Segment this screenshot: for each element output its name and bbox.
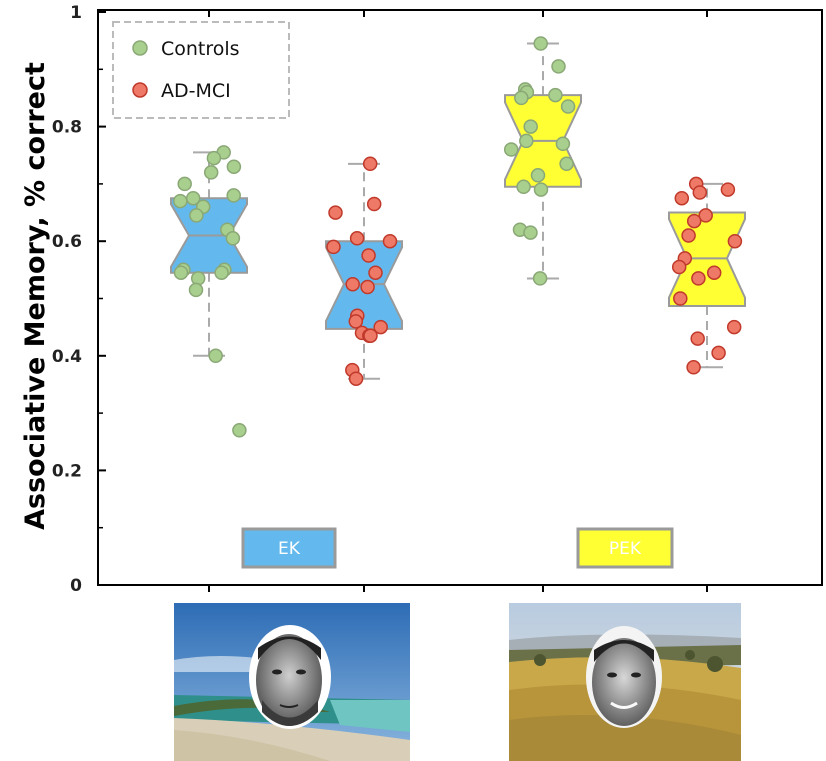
bottom-ticks [208,585,708,592]
legend-marker-ad-mci [132,82,148,98]
data-point-ad-mci [373,319,388,335]
legend-marker-controls [132,40,148,56]
data-point-ad-mci [673,291,688,306]
data-point-controls [173,265,189,280]
data-point-controls [523,225,538,240]
data-point-controls [173,193,188,209]
data-point-ad-mci [726,319,742,335]
data-point-controls [206,150,222,166]
condition-label-pek: PEK [609,539,642,559]
data-point-controls [232,423,247,438]
data-point-ad-mci [366,196,382,212]
data-point-controls [226,188,241,203]
stimulus-image-beach [174,603,410,761]
data-point-ad-mci [382,233,398,249]
data-point-ad-mci [362,156,378,172]
y-tick-label: 0.4 [52,347,82,367]
condition-badge-pek: PEK [576,527,674,569]
data-point-ad-mci [349,231,365,246]
y-axis-label: Associative Memory, % correct [20,62,51,530]
legend: Controls AD-MCI [112,21,290,119]
data-point-controls [532,271,548,286]
y-tick-label: 0.2 [52,461,82,481]
data-point-ad-mci [368,265,383,280]
data-point-ad-mci [686,360,701,375]
data-point-controls [523,119,538,134]
data-point-ad-mci [345,276,360,292]
data-point-ad-mci [363,328,378,343]
data-point-controls [190,271,206,286]
y-axis-ticks: 0 0.2 0.4 0.6 0.8 1 [52,3,106,596]
data-point-controls [177,176,192,192]
data-point-ad-mci [348,314,364,329]
data-point-ad-mci [360,279,375,295]
data-point-ad-mci [326,239,341,255]
box-plot-ek-ad-mci [325,162,403,380]
legend-label-controls: Controls [161,38,240,60]
data-point-ad-mci [348,371,364,386]
data-point-controls [208,348,223,364]
data-point-controls [533,36,548,51]
data-points [173,36,743,438]
data-point-ad-mci [698,208,713,223]
data-point-ad-mci [686,213,702,229]
stimulus-image-grassland [509,603,741,761]
data-point-ad-mci [691,271,706,286]
top-ticks [208,10,708,17]
data-point-controls [559,156,574,172]
y-tick-label: 0.6 [52,232,82,252]
plot-frame [97,9,823,586]
data-point-ad-mci [692,185,708,200]
data-point-controls [533,182,549,197]
data-point-ad-mci [706,265,722,280]
data-point-controls [551,59,566,74]
data-point-ad-mci [681,228,696,243]
data-point-ad-mci [674,190,690,206]
data-point-ad-mci [690,331,705,346]
data-point-controls [189,208,204,223]
data-point-ad-mci [720,182,736,197]
condition-badge-ek: EK [241,527,337,569]
condition-label-ek: EK [278,539,301,559]
data-point-controls [530,168,546,183]
data-point-ad-mci [328,205,343,220]
data-point-controls [203,165,219,180]
data-point-controls [560,99,576,114]
data-point-controls [555,136,571,152]
data-point-controls [516,179,531,195]
data-point-controls [214,265,229,280]
data-point-controls [514,90,529,106]
data-point-controls [548,87,563,103]
legend-label-ad-mci: AD-MCI [161,80,231,102]
data-point-controls [226,159,242,174]
data-point-controls [503,142,519,157]
y-tick-label: 0.8 [52,118,82,138]
data-point-ad-mci [361,248,376,263]
y-tick-label: 0 [70,576,82,596]
data-point-ad-mci [727,233,743,249]
data-point-controls [225,231,241,246]
legend-frame [112,21,290,119]
data-point-controls [188,282,204,298]
data-point-controls [519,133,534,149]
y-tick-label: 1 [70,3,82,23]
data-point-ad-mci [671,259,687,275]
data-point-ad-mci [711,345,726,361]
